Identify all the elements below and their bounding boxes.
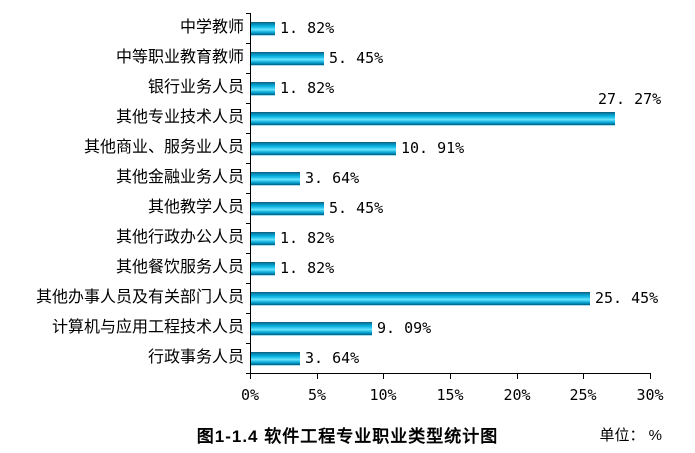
- value-label: 1. 82%: [280, 79, 335, 97]
- category-label: 其他商业、服务业人员: [83, 139, 244, 156]
- category-label: 中等职业教育教师: [115, 49, 244, 66]
- category-label: 计算机与应用工程技术人员: [51, 319, 244, 336]
- value-label: 3. 64%: [305, 169, 360, 187]
- x-axis-tick-label: 0%: [240, 386, 260, 404]
- category-label: 其他办事人员及有关部门人员: [35, 289, 244, 306]
- value-label: 25. 45%: [595, 289, 659, 307]
- y-axis-tick: [246, 223, 250, 224]
- value-label: 3. 64%: [305, 349, 360, 367]
- value-label: 5. 45%: [329, 49, 384, 67]
- x-axis-tick: [383, 374, 384, 379]
- y-axis-tick: [246, 13, 250, 14]
- bar: [251, 142, 396, 155]
- x-axis-line: [250, 373, 651, 374]
- x-axis-tick: [517, 374, 518, 379]
- unit-label: 单位： %: [599, 427, 662, 444]
- value-label: 1. 82%: [280, 229, 335, 247]
- x-axis-tick: [450, 374, 451, 379]
- category-label: 其他餐饮服务人员: [115, 259, 244, 276]
- y-axis-tick: [246, 373, 250, 374]
- value-label: 27. 27%: [598, 90, 662, 108]
- y-axis-tick: [246, 133, 250, 134]
- value-label: 9. 09%: [377, 319, 432, 337]
- value-label: 1. 82%: [280, 259, 335, 277]
- y-axis-tick: [246, 73, 250, 74]
- y-axis-tick: [246, 313, 250, 314]
- value-label: 5. 45%: [329, 199, 384, 217]
- bar: [251, 202, 324, 215]
- x-axis-tick-label: 30%: [636, 386, 664, 404]
- y-axis-tick: [246, 193, 250, 194]
- y-axis-tick: [246, 163, 250, 164]
- category-label: 其他行政办公人员: [115, 229, 244, 246]
- bar: [251, 352, 300, 365]
- x-axis-tick: [583, 374, 584, 379]
- bar: [251, 232, 275, 245]
- y-axis-tick: [246, 43, 250, 44]
- y-axis-tick: [246, 103, 250, 104]
- x-axis-tick: [250, 374, 251, 379]
- category-label: 中学教师: [179, 19, 244, 36]
- bar: [251, 22, 275, 35]
- bar: [251, 292, 590, 305]
- bar: [251, 262, 275, 275]
- y-axis-tick: [246, 283, 250, 284]
- category-label: 其他金融业务人员: [115, 169, 244, 186]
- bar: [251, 112, 615, 125]
- x-axis-tick-label: 25%: [569, 386, 597, 404]
- x-axis-tick: [650, 374, 651, 379]
- category-label: 银行业务人员: [147, 79, 244, 96]
- chart-title: 图1-1.4 软件工程专业职业类型统计图: [196, 427, 499, 446]
- y-axis-tick: [246, 343, 250, 344]
- x-axis-tick-label: 10%: [369, 386, 397, 404]
- category-label: 其他教学人员: [147, 199, 244, 216]
- value-label: 10. 91%: [401, 139, 465, 157]
- y-axis-line: [250, 13, 251, 374]
- category-label: 行政事务人员: [147, 349, 244, 366]
- bar: [251, 322, 372, 335]
- bar: [251, 82, 275, 95]
- x-axis-tick-label: 20%: [503, 386, 531, 404]
- bar: [251, 52, 324, 65]
- category-label: 其他专业技术人员: [115, 109, 244, 126]
- y-axis-tick: [246, 253, 250, 254]
- x-axis-tick-label: 15%: [436, 386, 464, 404]
- value-label: 1. 82%: [280, 19, 335, 37]
- bar: [251, 172, 300, 185]
- x-axis-tick-label: 5%: [307, 386, 327, 404]
- x-axis-tick: [317, 374, 318, 379]
